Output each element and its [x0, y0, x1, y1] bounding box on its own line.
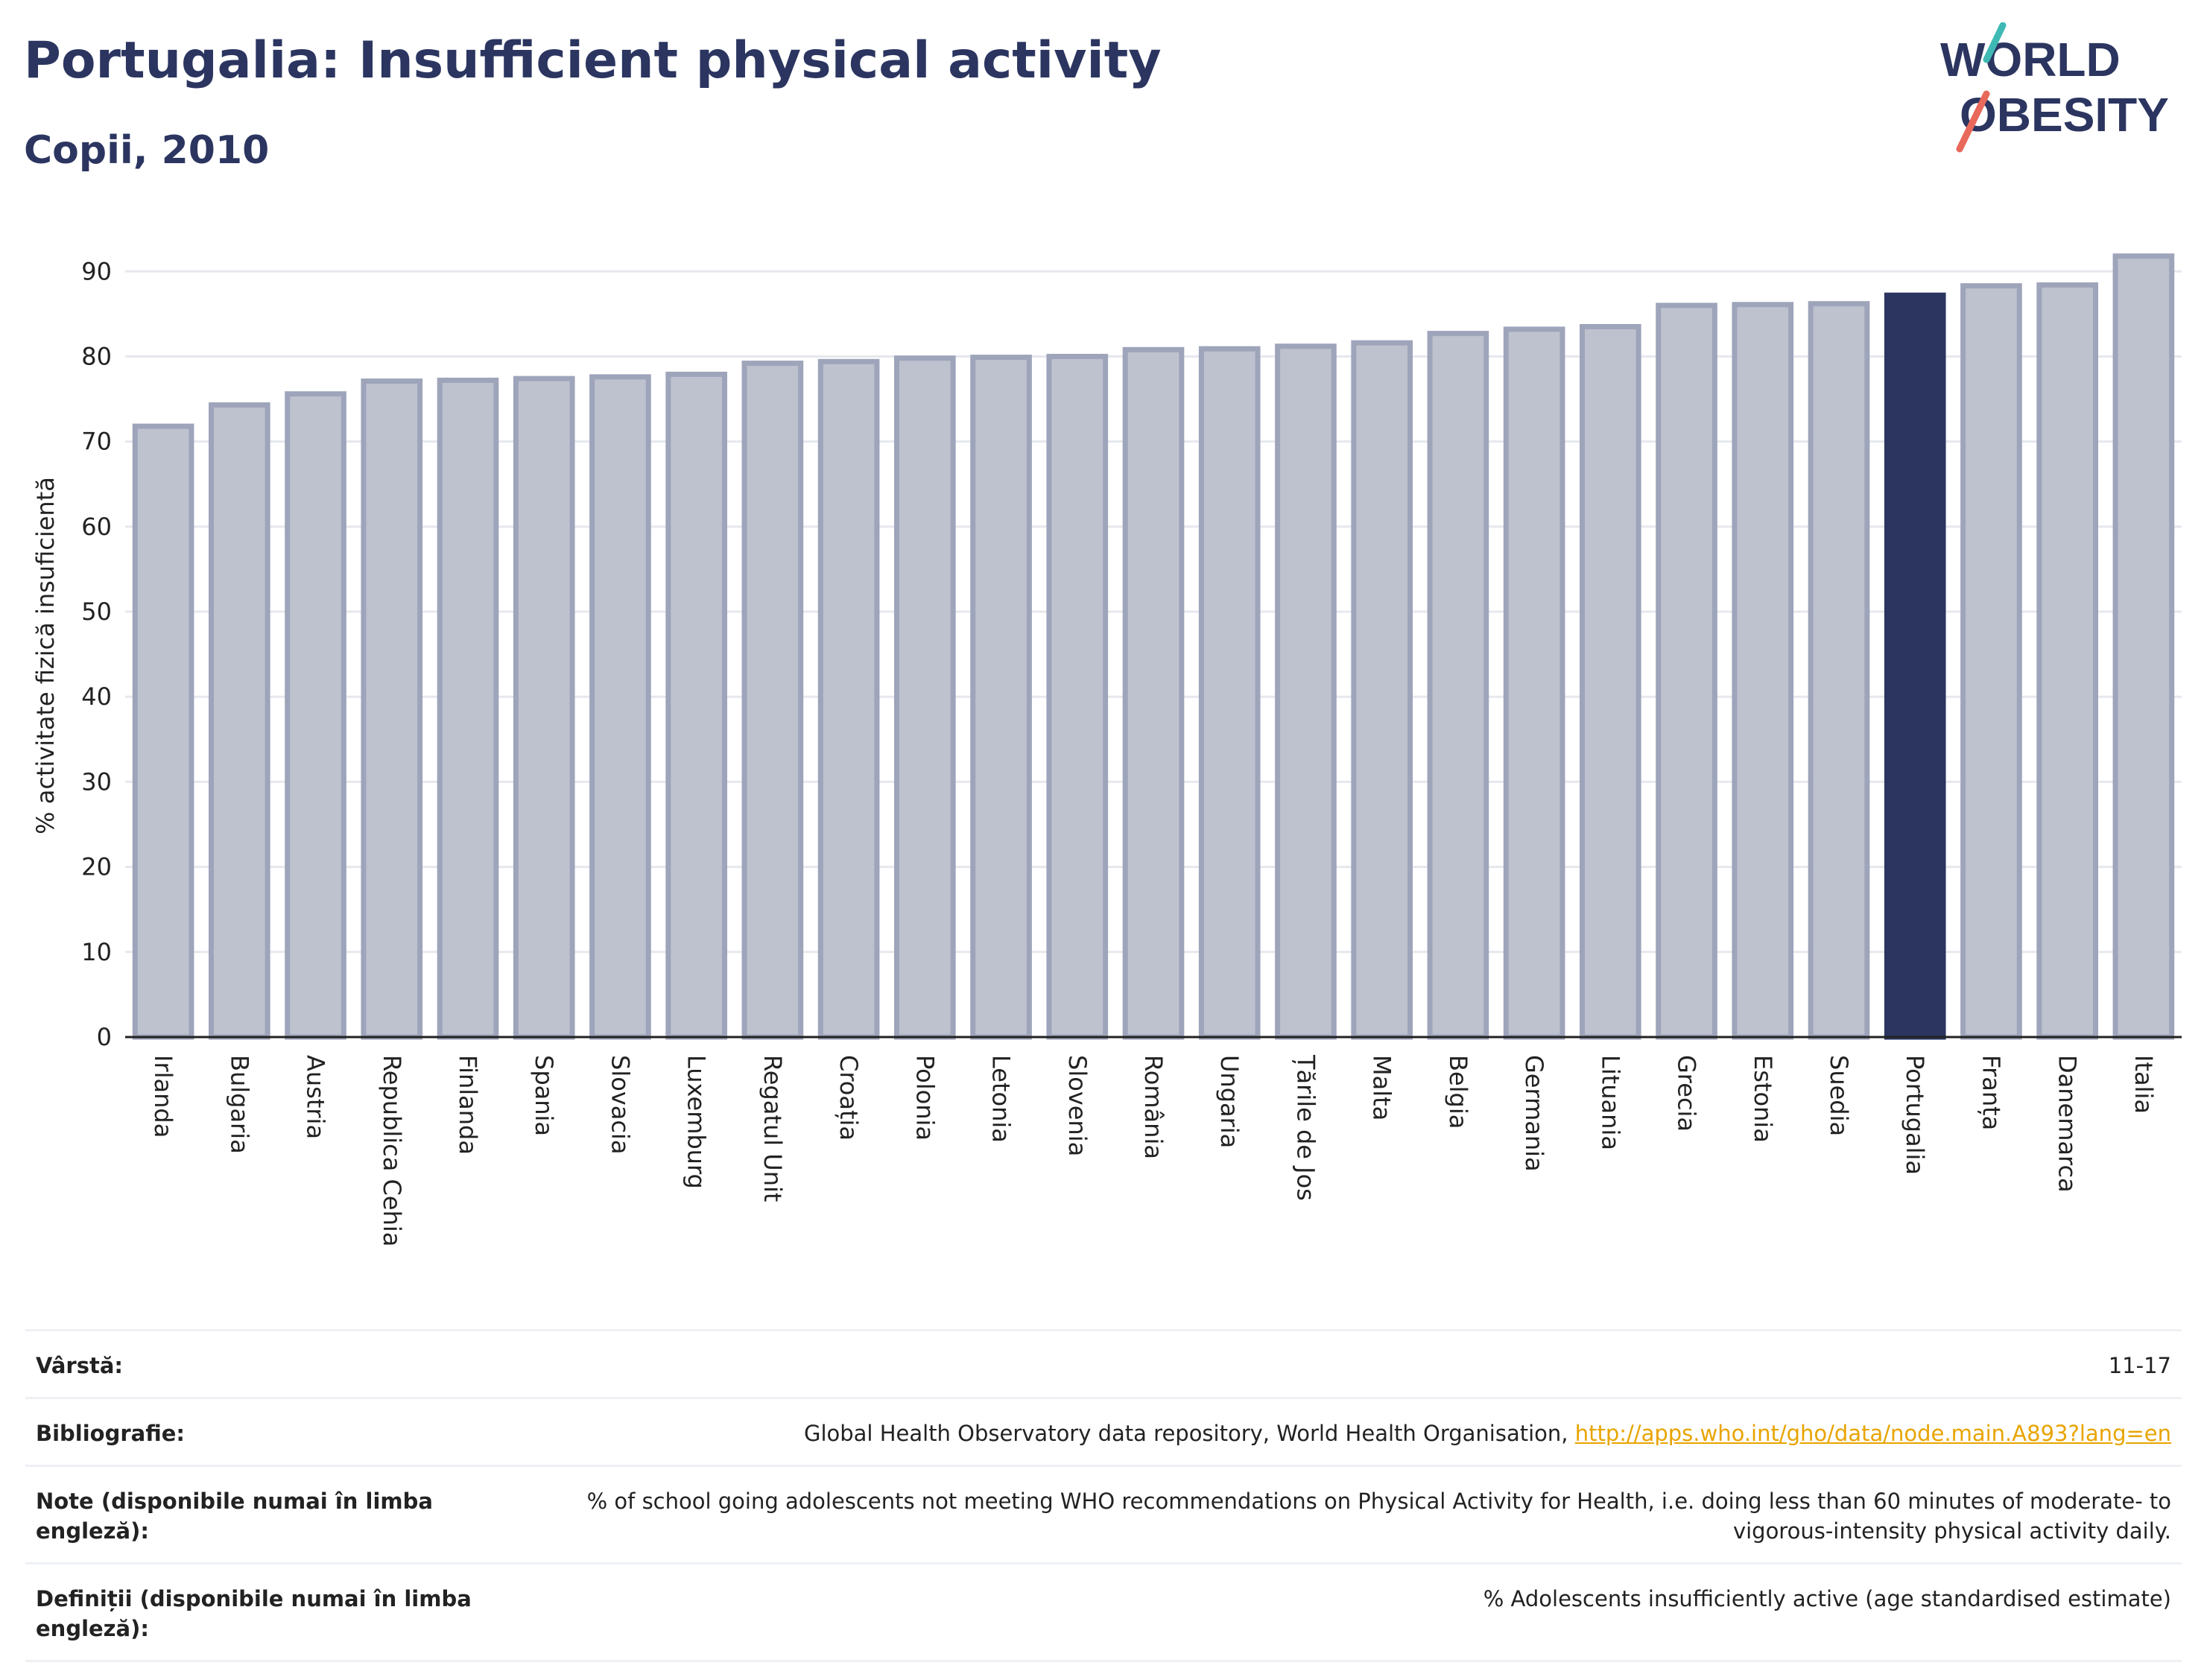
axes: 0 10 20 30 40 50 60 70 80 90 Irlanda Bulgaria Austri… [81, 257, 2182, 1246]
bar-republica-cehia [361, 378, 423, 1040]
x-tick-label: Franța [1977, 1055, 2005, 1130]
bibliography-value: Global Health Observatory data repositor… [542, 1419, 2171, 1448]
x-tick-label: Grecia [1673, 1055, 1701, 1132]
x-tick-label: Lituania [1596, 1055, 1624, 1150]
bar-ungaria [1198, 346, 1261, 1040]
x-tick-label: Malta [1368, 1055, 1396, 1120]
x-tick-label: Regatul Unit [759, 1055, 787, 1202]
bars [132, 253, 2175, 1040]
x-tick-label: Bulgaria [225, 1055, 253, 1154]
bar-lituania [1580, 323, 1641, 1040]
bar-românia [1122, 346, 1185, 1040]
x-tick-label: Letonia [987, 1055, 1016, 1143]
bar-chart: 0 10 20 30 40 50 60 70 80 90 Irlanda Bulgaria Austri… [31, 253, 2182, 1246]
x-tick-label: Germania [1520, 1055, 1548, 1172]
bar-estonia [1732, 302, 1794, 1040]
bar-irlanda [132, 423, 194, 1040]
bar-belgia [1427, 331, 1489, 1040]
x-tick-label: Estonia [1749, 1055, 1777, 1143]
bibliography-link[interactable]: http://apps.who.int/gho/data/node.main.A… [1574, 1421, 2171, 1446]
y-tick-label: 70 [81, 428, 112, 456]
x-tick-label: România [1139, 1055, 1168, 1159]
bar-danemarca [2036, 282, 2098, 1040]
definitions-label: Definiții (disponibile numai în limba en… [36, 1586, 472, 1641]
bar-letonia [970, 355, 1032, 1040]
x-tick-label: Polonia [911, 1055, 939, 1141]
bar-grecia [1656, 302, 1717, 1040]
world-obesity-logo: WORLD OBESITY [1940, 22, 2169, 153]
bar-franța [1960, 283, 2022, 1040]
bar-portugalia [1884, 292, 1946, 1040]
meta-row-age: Vârstă: 11-17 [25, 1329, 2182, 1397]
bar-italia [2112, 253, 2175, 1040]
age-label: Vârstă: [36, 1353, 124, 1378]
bar-croația [817, 358, 880, 1040]
y-tick-label: 50 [81, 597, 112, 626]
y-tick-label: 0 [97, 1023, 112, 1051]
x-tick-label: Austria [302, 1055, 330, 1139]
x-tick-label: Finlanda [454, 1055, 482, 1155]
bar-slovenia [1046, 353, 1109, 1040]
x-tick-label: Italia [2129, 1055, 2158, 1114]
y-tick-label: 90 [81, 257, 112, 285]
logo-word-obesity: OBESITY [1960, 88, 2169, 142]
x-tick-label: Irlanda [149, 1055, 177, 1138]
logo-red-stroke [1956, 90, 1990, 153]
x-tick-label: Țările de Jos [1291, 1054, 1320, 1201]
y-tick-label: 60 [81, 513, 112, 541]
x-tick-label: Slovenia [1063, 1055, 1092, 1156]
bar-slovacia [589, 374, 651, 1040]
x-tick-label: Belgia [1444, 1055, 1472, 1129]
x-tick-label: Slovacia [606, 1055, 634, 1154]
x-tick-label: Republica Cehia [378, 1055, 406, 1246]
definitions-value: % Adolescents insufficiently active (age… [1483, 1586, 2171, 1611]
bar-spania [513, 375, 575, 1040]
bar-suedia [1808, 301, 1870, 1040]
y-axis-label: % activitate fizică insuficientă [31, 477, 60, 834]
bar-luxemburg [665, 371, 727, 1040]
bibliography-label: Bibliografie: [36, 1421, 185, 1446]
x-tick-label: Luxemburg [683, 1055, 711, 1189]
bibliography-text: Global Health Observatory data repositor… [803, 1421, 1575, 1446]
age-value: 11-17 [2108, 1353, 2171, 1378]
logo-teal-stroke [1983, 22, 2007, 63]
x-tick-label: Ungaria [1215, 1055, 1244, 1148]
meta-row-definitions: Definiții (disponibile numai în limba en… [25, 1562, 2182, 1662]
page-title: Portugalia: Insufficient physical activi… [24, 31, 1162, 90]
x-tick-label: Danemarca [2053, 1055, 2082, 1193]
bar-bulgaria [209, 402, 270, 1040]
y-tick-label: 80 [81, 342, 112, 370]
meta-row-bibliography: Bibliografie: Global Health Observatory … [25, 1397, 2182, 1465]
bar-finlanda [437, 377, 499, 1040]
bar-polonia [894, 355, 956, 1040]
x-tick-label: Suedia [1825, 1055, 1853, 1136]
notes-value: % of school going adolescents not meetin… [586, 1489, 2171, 1544]
x-tick-label: Spania [530, 1055, 558, 1136]
y-tick-label: 10 [81, 938, 112, 966]
meta-row-notes: Note (disponibile numai în limba engleză… [25, 1465, 2182, 1562]
y-tick-label: 20 [81, 853, 112, 881]
bar-regatul-unit [741, 361, 804, 1040]
page-subtitle: Copii, 2010 [24, 128, 270, 173]
metadata-table: Vârstă: 11-17 Bibliografie: Global Healt… [25, 1329, 2182, 1662]
x-tick-label: Portugalia [1901, 1055, 1929, 1175]
bar-malta [1351, 340, 1413, 1040]
notes-label: Note (disponibile numai în limba engleză… [36, 1489, 433, 1544]
x-tick-label: Croația [835, 1055, 863, 1141]
bar-germania [1503, 326, 1565, 1040]
logo-word-world: WORLD [1940, 33, 2121, 86]
y-tick-label: 30 [81, 767, 112, 796]
bar-țările-de-jos [1275, 343, 1337, 1040]
bar-austria [285, 391, 346, 1040]
y-tick-label: 40 [81, 682, 112, 711]
